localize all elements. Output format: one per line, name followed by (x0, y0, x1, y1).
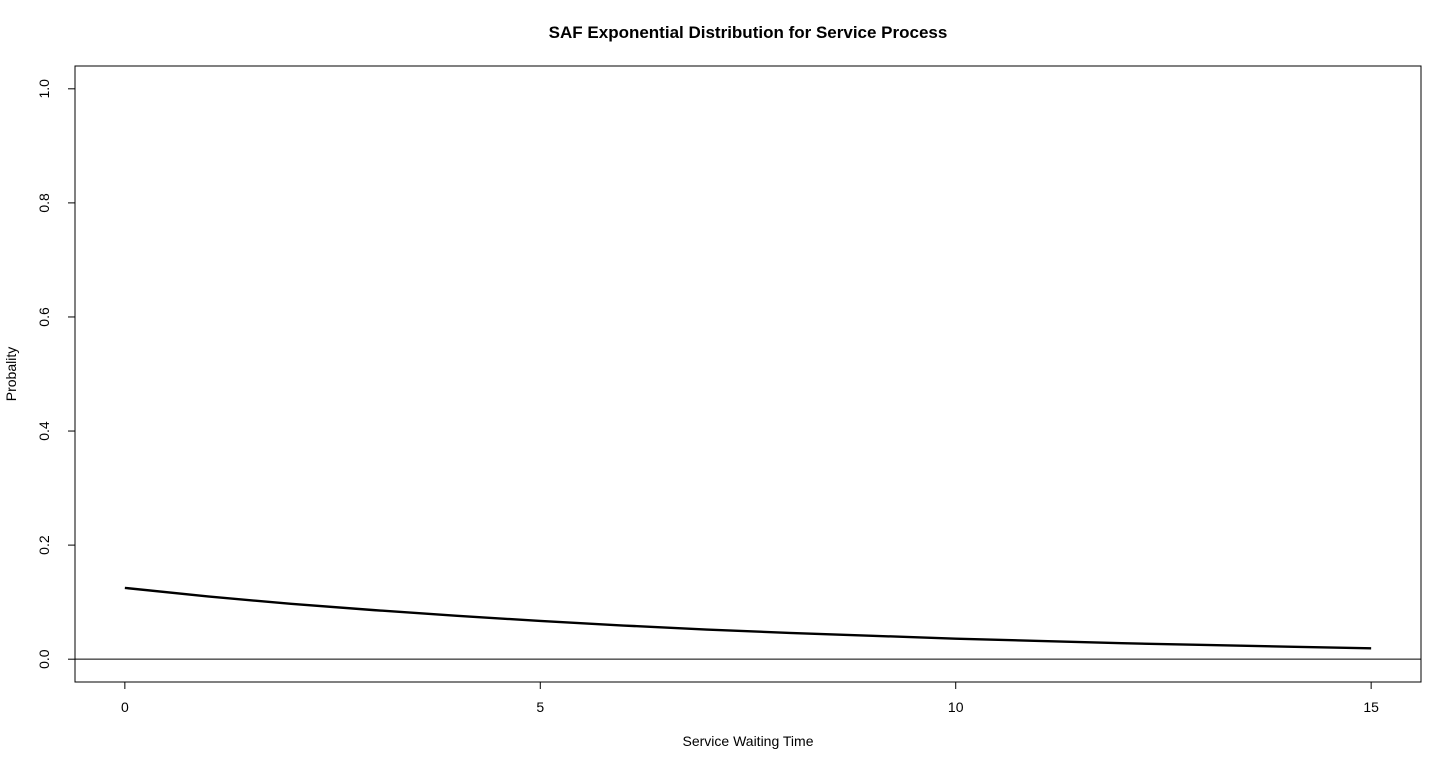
x-tick-label: 0 (121, 699, 129, 715)
x-tick-label: 5 (536, 699, 544, 715)
y-tick-label: 0.2 (36, 535, 52, 555)
chart-title: SAF Exponential Distribution for Service… (549, 23, 948, 42)
y-tick-label: 0.6 (36, 307, 52, 327)
x-tick-label: 15 (1363, 699, 1379, 715)
y-tick-label: 1.0 (36, 79, 52, 99)
x-tick-label: 10 (948, 699, 964, 715)
y-axis-title: Probality (3, 347, 19, 401)
y-axis: 0.0 0.2 0.4 0.6 0.8 1.0 (36, 79, 76, 669)
x-axis: 0 5 10 15 (121, 681, 1379, 715)
plot-frame (74, 65, 1422, 683)
y-tick-label: 0.0 (36, 649, 52, 669)
y-tick-label: 0.8 (36, 193, 52, 213)
x-axis-title: Service Waiting Time (683, 733, 814, 749)
y-tick-label: 0.4 (36, 421, 52, 441)
series-line (124, 586, 1372, 650)
series-layer (124, 586, 1372, 650)
